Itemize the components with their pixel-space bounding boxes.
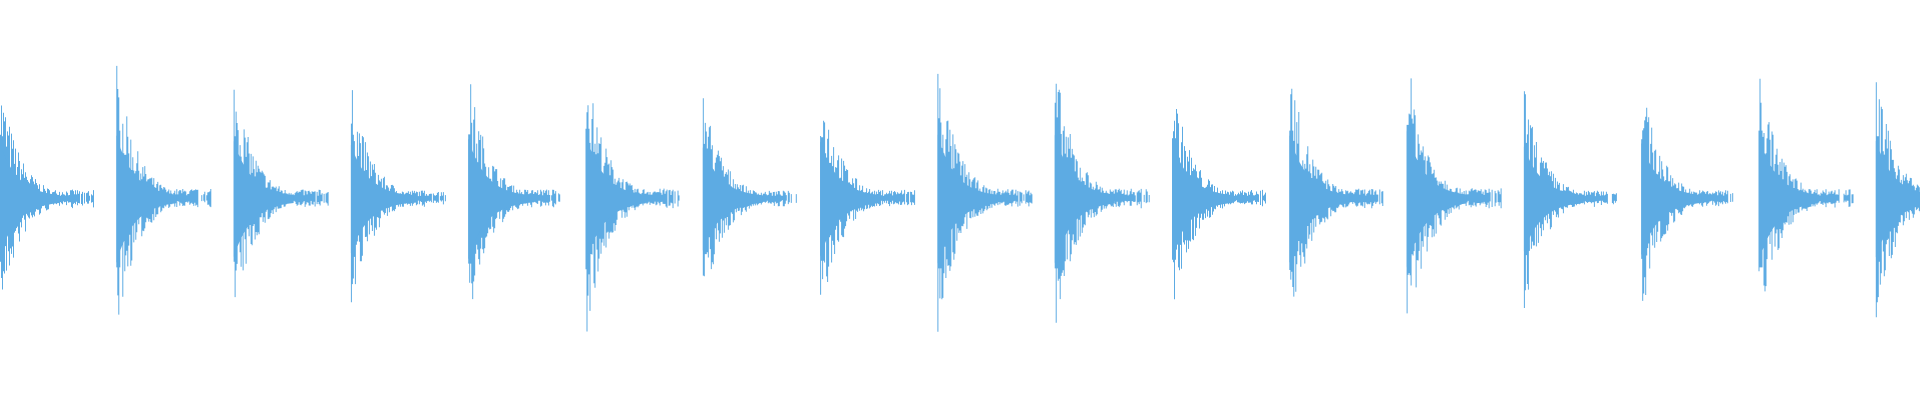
waveform-burst-body: [468, 138, 529, 260]
waveform-burst: [233, 89, 329, 298]
waveform-burst: [1875, 82, 1920, 318]
waveform-burst-body: [1289, 135, 1350, 263]
waveform-burst: [1758, 78, 1854, 292]
waveform-burst: [1641, 107, 1734, 301]
waveform-burst: [702, 98, 797, 277]
waveform-burst: [1172, 109, 1266, 300]
waveform-burst-body: [1875, 140, 1920, 258]
waveform-burst-body: [0, 143, 59, 255]
waveform-burst: [937, 73, 1033, 332]
waveform-burst: [1289, 88, 1384, 297]
waveform-burst: [468, 84, 561, 300]
waveform-burst: [1054, 83, 1150, 323]
waveform-burst: [350, 90, 446, 303]
waveform-burst-body: [1172, 142, 1232, 256]
waveform-burst: [585, 103, 680, 332]
waveform-burst-body: [1406, 130, 1467, 268]
waveform-burst: [1523, 91, 1617, 308]
waveform-bursts: [0, 65, 1920, 332]
waveform-burst-body: [1758, 135, 1819, 263]
waveform-burst: [1406, 78, 1502, 314]
waveform-burst-body: [585, 133, 646, 265]
waveform-burst-body: [1641, 143, 1702, 255]
waveform-burst-body: [820, 141, 881, 257]
waveform-burst: [820, 120, 916, 295]
waveform-burst-body: [1523, 146, 1584, 252]
waveform-burst-body: [702, 147, 763, 251]
waveform-burst: [116, 65, 212, 315]
waveform-burst-body: [116, 135, 177, 263]
waveform-burst-body: [1054, 134, 1115, 264]
waveform-burst-body: [937, 134, 998, 264]
waveform-burst-body: [350, 144, 411, 254]
waveform-burst: [0, 105, 94, 318]
waveform-burst-body: [233, 140, 294, 258]
